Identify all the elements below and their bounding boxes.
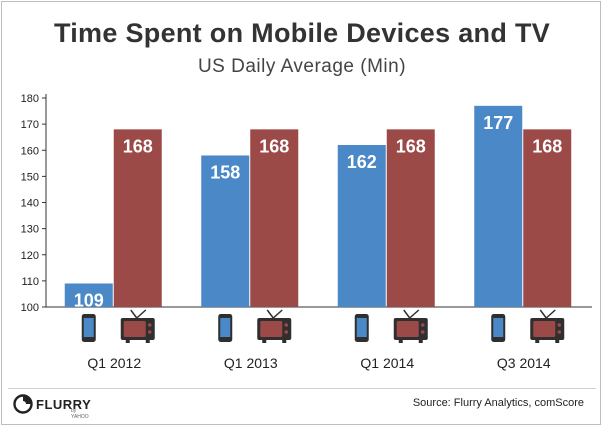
tv-leg-icon bbox=[282, 340, 287, 343]
y-tick-label: 180 bbox=[21, 93, 39, 105]
tv-leg-icon bbox=[418, 340, 423, 343]
bar-value-label: 168 bbox=[532, 136, 562, 156]
tv-leg-icon bbox=[398, 340, 403, 343]
tv-screen-icon bbox=[260, 321, 283, 337]
bar-value-label: 109 bbox=[74, 290, 104, 310]
category-label: Q1 2014 bbox=[360, 355, 414, 371]
flurry-logo: FLURRY by YAHOO bbox=[13, 394, 92, 420]
tv-screen-icon bbox=[533, 321, 556, 337]
category-label: Q1 2012 bbox=[87, 355, 141, 371]
y-tick-label: 110 bbox=[21, 276, 39, 288]
bar-tv bbox=[113, 129, 162, 307]
tv-screen-icon bbox=[123, 321, 146, 337]
tv-knob-icon bbox=[557, 330, 562, 334]
tv-knob-icon bbox=[420, 330, 425, 334]
y-tick-label: 120 bbox=[21, 250, 39, 262]
chart-subtitle: US Daily Average (Min) bbox=[197, 56, 407, 77]
tv-antenna-icon bbox=[539, 309, 547, 319]
tv-knob-icon bbox=[147, 323, 152, 327]
logo-wordmark: FLURRY bbox=[36, 396, 92, 412]
flurry-swirl-icon bbox=[13, 394, 33, 414]
tv-antenna-icon bbox=[403, 309, 411, 319]
bar-value-label: 168 bbox=[259, 136, 289, 156]
chart-title: Time Spent on Mobile Devices and TV bbox=[53, 18, 551, 48]
footer-divider bbox=[8, 388, 596, 389]
tv-knob-icon bbox=[147, 330, 152, 334]
tv-knob-icon bbox=[284, 330, 289, 334]
tv-antenna-icon bbox=[130, 309, 138, 319]
bar-mobile bbox=[337, 145, 386, 307]
y-tick-label: 140 bbox=[21, 198, 39, 210]
bar-value-label: 168 bbox=[123, 136, 153, 156]
y-tick-label: 150 bbox=[21, 171, 39, 183]
tv-screen-icon bbox=[396, 321, 419, 337]
tv-antenna-icon bbox=[136, 309, 147, 319]
tv-antenna-icon bbox=[266, 309, 274, 319]
source-note: Source: Flurry Analytics, comScore bbox=[412, 397, 584, 409]
tv-leg-icon bbox=[125, 340, 130, 343]
bar-value-label: 168 bbox=[396, 136, 426, 156]
y-tick-label: 130 bbox=[21, 224, 39, 236]
bar-mobile bbox=[64, 283, 113, 307]
tv-knob-icon bbox=[284, 323, 289, 327]
tv-antenna-icon bbox=[409, 309, 420, 319]
tv-antenna-icon bbox=[545, 309, 556, 319]
bar-tv bbox=[523, 129, 572, 307]
logo-subtext: by YAHOO bbox=[71, 408, 89, 420]
tv-leg-icon bbox=[262, 340, 267, 343]
tv-leg-icon bbox=[145, 340, 150, 343]
tv-leg-icon bbox=[555, 340, 560, 343]
bar-tv bbox=[250, 129, 299, 307]
bar-mobile bbox=[201, 155, 250, 307]
smartphone-screen-icon bbox=[83, 318, 94, 337]
tv-knob-icon bbox=[557, 323, 562, 327]
tv-leg-icon bbox=[535, 340, 540, 343]
y-tick-label: 100 bbox=[21, 302, 39, 314]
bar-value-label: 177 bbox=[483, 113, 513, 133]
smartphone-screen-icon bbox=[220, 318, 231, 337]
category-label: Q3 2014 bbox=[497, 355, 551, 371]
bar-tv bbox=[386, 129, 435, 307]
bar-value-label: 158 bbox=[210, 162, 240, 182]
smartphone-screen-icon bbox=[493, 318, 504, 337]
bar-mobile bbox=[474, 105, 523, 308]
smartphone-screen-icon bbox=[356, 318, 367, 337]
y-tick-label: 170 bbox=[21, 119, 39, 131]
y-tick-label: 160 bbox=[21, 145, 39, 157]
tv-knob-icon bbox=[420, 323, 425, 327]
category-label: Q1 2013 bbox=[224, 355, 278, 371]
tv-antenna-icon bbox=[272, 309, 283, 319]
bar-value-label: 162 bbox=[347, 152, 377, 172]
